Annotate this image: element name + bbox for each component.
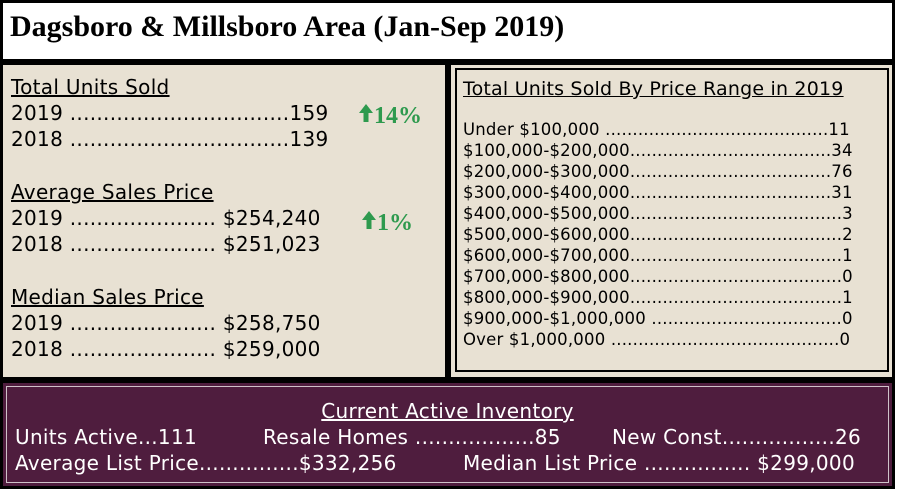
units-sold-2018: 2018 .................................13… [11,127,329,151]
price-range-row: $500,000-$600,000.......................… [463,225,853,244]
active-inventory-title: Current Active Inventory [321,399,574,423]
avg-price-2019: 2019 ...................... $254,240 [11,206,321,230]
report-header: Dagsboro & Millsboro Area (Jan-Sep 2019) [0,0,895,62]
price-range-row: Over $1,000,000 ........................… [463,330,851,349]
resale-homes: Resale Homes ..................85 [263,425,561,449]
price-range-row: $900,000-$1,000,000 ....................… [463,309,853,328]
price-range-row: $400,000-$500,000.......................… [463,204,853,223]
price-range-row: Under $100,000 .........................… [463,120,850,139]
median-price-title: Median Sales Price [11,285,204,309]
median-list-price: Median List Price ................ $299,… [463,451,855,475]
price-range-box: Total Units Sold By Price Range in 2019 … [455,68,889,372]
new-construction: New Const.................26 [612,425,862,449]
median-price-2018: 2018 ...................... $259,000 [11,337,321,361]
report-title: Dagsboro & Millsboro Area (Jan-Sep 2019) [10,10,565,43]
units-active: Units Active...111 [15,425,198,449]
units-sold-change-value: 14% [374,103,422,129]
units-sold-change: 14% [358,103,422,130]
summary-panel: Total Units Sold 2019 ..................… [0,62,448,380]
up-arrow-icon [358,103,374,130]
price-range-row: $200,000-$300,000.......................… [463,162,853,181]
price-range-row: $800,000-$900,000.......................… [463,288,853,307]
avg-price-change: 1% [361,210,413,237]
price-range-row: $100,000-$200,000.......................… [463,141,853,160]
average-list-price: Average List Price...............$332,25… [15,451,397,475]
price-range-row: $600,000-$700,000.......................… [463,246,853,265]
active-inventory-box: Current Active Inventory Units Active...… [6,386,889,483]
price-range-title: Total Units Sold By Price Range in 2019 [463,78,844,100]
active-inventory-panel: Current Active Inventory Units Active...… [0,380,895,489]
avg-price-title: Average Sales Price [11,180,214,204]
avg-price-change-value: 1% [377,210,413,236]
price-range-row: $300,000-$400,000.......................… [463,183,853,202]
units-sold-title: Total Units Sold [11,75,170,99]
units-sold-2019: 2019 .................................15… [11,101,329,125]
up-arrow-icon [361,210,377,237]
price-range-row: $700,000-$800,000.......................… [463,267,853,286]
price-range-panel: Total Units Sold By Price Range in 2019 … [448,62,895,380]
median-price-2019: 2019 ...................... $258,750 [11,311,321,335]
avg-price-2018: 2018 ...................... $251,023 [11,232,321,256]
